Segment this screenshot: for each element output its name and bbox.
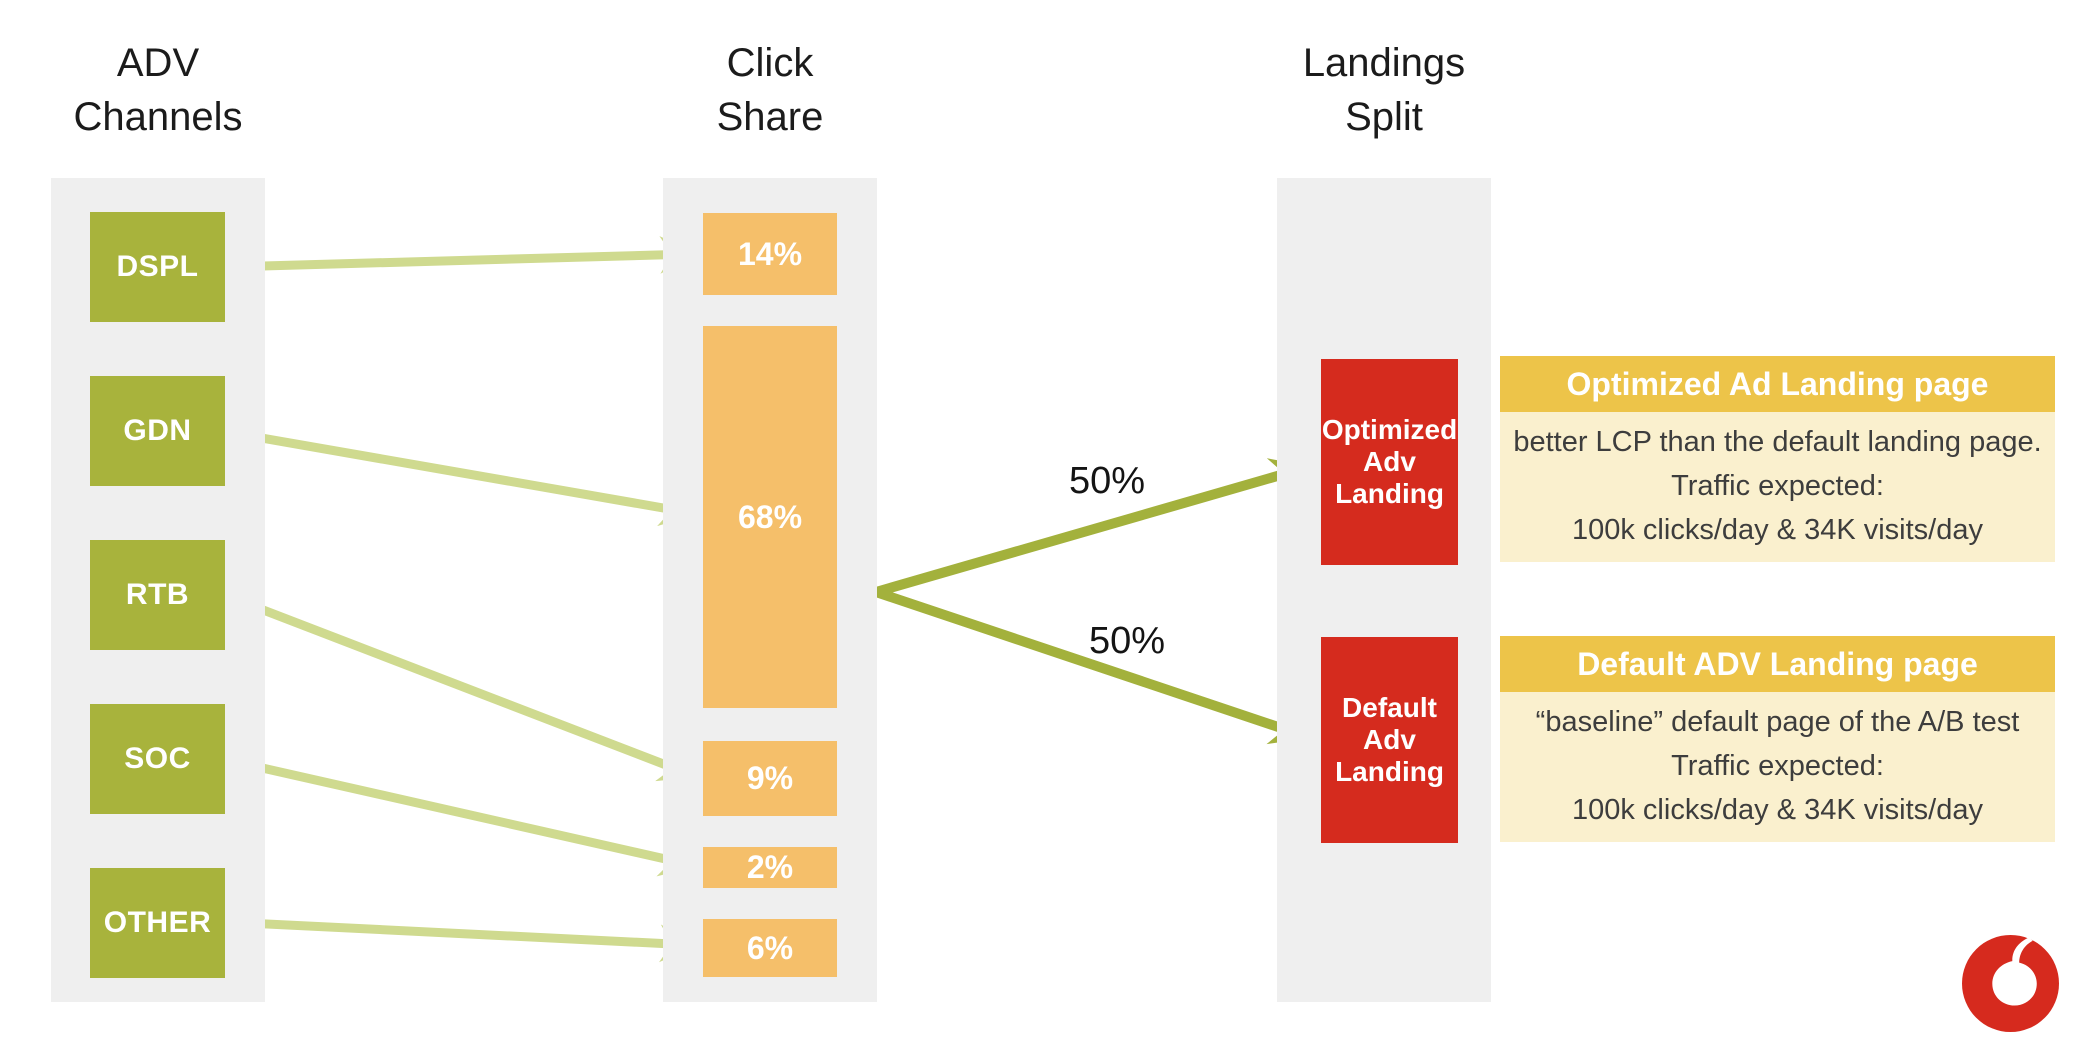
share-box-2: 2% (703, 847, 837, 888)
channel-box-other: OTHER (90, 868, 225, 978)
info-card-line: 100k clicks/day & 34K visits/day (1571, 514, 1983, 546)
channel-box-dspl: DSPL (90, 212, 225, 322)
channel-box-rtb: RTB (90, 540, 225, 650)
column-title-landings-split: Landings Split (1302, 41, 1466, 139)
column-title-adv-channels: ADV Channels (73, 41, 243, 139)
info-card-line: better LCP than the default landing page… (1513, 426, 2042, 458)
info-card-line: 100k clicks/day & 34K visits/day (1571, 794, 1983, 826)
share-box-14: 14% (703, 213, 837, 295)
arrow-rtb-to-9 (225, 591, 698, 782)
info-card-body: “baseline” default page of the A/B test … (1500, 692, 2055, 842)
column-title-click-share: Click Share (716, 41, 824, 139)
arrow-dspl-to-14 (226, 236, 698, 274)
share-box-9: 9% (703, 741, 837, 816)
channel-box-gdn: GDN (90, 376, 225, 486)
landings-split-column (1277, 178, 1491, 1002)
landing-box-optimized: Optimized Adv Landing (1321, 359, 1458, 565)
info-card-default: Default ADV Landing page “baseline” defa… (1500, 636, 2055, 842)
info-card-line: “baseline” default page of the A/B test (1535, 706, 2020, 738)
vodafone-logo-icon (1962, 935, 2059, 1032)
landing-box-default: Default Adv Landing (1321, 637, 1458, 843)
info-card-line: Traffic expected: (1671, 750, 1884, 782)
info-card-title: Optimized Ad Landing page (1500, 356, 2055, 412)
arrow-split-to-default (874, 587, 1311, 745)
info-card-line: Traffic expected: (1671, 470, 1884, 502)
share-box-6: 6% (703, 919, 837, 977)
info-card-optimized: Optimized Ad Landing page better LCP tha… (1500, 356, 2055, 562)
info-card-body: better LCP than the default landing page… (1500, 412, 2055, 562)
share-box-68: 68% (703, 326, 837, 708)
arrow-gdn-to-68 (226, 427, 698, 527)
arrow-other-to-6 (226, 917, 698, 963)
channel-box-soc: SOC (90, 704, 225, 814)
arrow-soc-to-2 (226, 755, 698, 877)
info-card-title: Default ADV Landing page (1500, 636, 2055, 692)
split-percentage-bottom: 50% (1088, 620, 1166, 662)
split-percentage-top: 50% (1068, 460, 1146, 502)
